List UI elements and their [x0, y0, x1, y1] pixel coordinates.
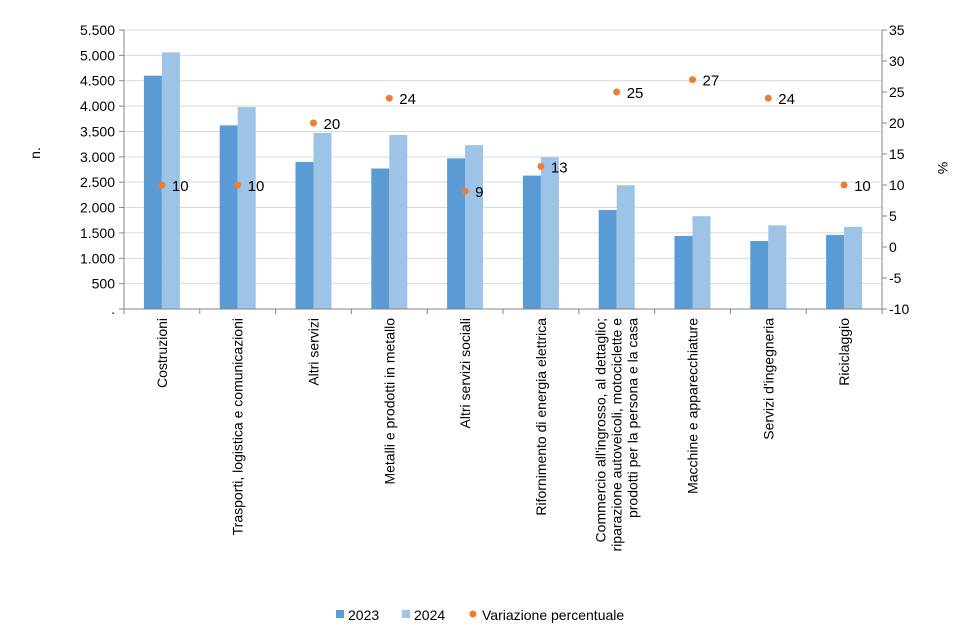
category-label: Rifornimento di energia elettrica — [533, 318, 549, 516]
legend-marker-percent — [469, 610, 477, 618]
y-tick-label: . — [111, 301, 115, 317]
y-tick-label: 500 — [92, 276, 116, 292]
legend: 2023 2024 Variazione percentuale — [336, 607, 624, 623]
category-label-line: Servizi d'ingegneria — [760, 318, 776, 440]
legend-label-2024: 2024 — [414, 607, 445, 623]
percent-data-label: 10 — [854, 178, 871, 195]
category-label: Altri servizi sociali — [457, 318, 473, 428]
legend-label-percent: Variazione percentuale — [482, 607, 624, 623]
y-tick-label: 2.000 — [80, 200, 115, 216]
percent-data-label: 13 — [551, 159, 568, 176]
percent-point — [764, 94, 772, 102]
bar-2024 — [161, 52, 180, 309]
category-label-line: Riciclaggio — [836, 318, 852, 386]
category-label-line: prodotti per la persona e la casa — [625, 318, 641, 518]
bar-2024 — [616, 185, 635, 309]
category-label-line: Costruzioni — [154, 318, 170, 388]
y-tick-label: 1.000 — [80, 250, 115, 266]
bar-2023 — [371, 168, 390, 309]
category-label: Altri servizi — [306, 318, 322, 386]
y-tick-label: 1.500 — [80, 225, 115, 241]
y-tick-label: 2.500 — [80, 174, 115, 190]
percent-point — [689, 76, 696, 84]
category-label-line: Commercio all'ingrosso, al dettaglio; — [593, 318, 609, 542]
percent-point — [385, 94, 393, 102]
y-tick-label: 5.500 — [80, 22, 115, 38]
category-label-line: Rifornimento di energia elettrica — [533, 318, 549, 516]
percent-point — [310, 119, 317, 127]
category-label: Costruzioni — [154, 318, 170, 388]
y-tick-label: 4.000 — [80, 98, 115, 114]
bar-2023 — [447, 158, 466, 309]
y2-tick-label: 35 — [889, 22, 905, 38]
y-tick-label: 4.500 — [80, 73, 115, 89]
y2-tick-label: 0 — [889, 239, 897, 255]
category-label: Riciclaggio — [836, 318, 852, 386]
y2-axis-label: % — [935, 162, 951, 174]
category-label-line: Trasporti, logistica e comunicazioni — [230, 318, 246, 535]
legend-swatch-2023 — [336, 610, 344, 618]
y2-tick-label: 5 — [889, 208, 897, 224]
percent-data-label: 10 — [172, 178, 189, 195]
bar-2023 — [826, 234, 845, 309]
percent-point — [461, 187, 469, 195]
bar-2024 — [465, 145, 484, 309]
percent-point — [840, 181, 848, 189]
percent-point — [158, 181, 166, 189]
category-label: Trasporti, logistica e comunicazioni — [230, 318, 246, 535]
percent-point — [537, 162, 545, 170]
bar-2024 — [313, 132, 332, 309]
category-label: Macchine e apparecchiature — [685, 318, 701, 494]
legend-label-2023: 2023 — [348, 607, 379, 623]
tick-labels: 5.5005.0004.5004.0003.5003.0002.5002.000… — [80, 22, 909, 317]
bar-2024 — [768, 225, 787, 309]
category-label: Commercio all'ingrosso, al dettaglio; rip… — [593, 318, 641, 552]
percent-data-label: 20 — [324, 116, 341, 133]
bar-2024 — [692, 216, 711, 309]
bar-2023 — [295, 161, 314, 309]
percent-data-label: 10 — [248, 178, 265, 195]
category-labels: Costruzioni Trasporti, logistica e comuni… — [154, 318, 852, 552]
category-label-line: Metalli e prodotti in metallo — [381, 318, 397, 485]
bar-2023 — [219, 125, 238, 309]
category-label-line: Altri servizi — [306, 318, 322, 386]
bar-2023 — [674, 235, 693, 309]
category-label: Servizi d'ingegneria — [760, 318, 776, 440]
bar-2023 — [143, 75, 162, 310]
category-label-line: riparazione autoveicoli, motociclette e — [609, 318, 625, 552]
y-tick-label: 3.000 — [80, 149, 115, 165]
bar-2024 — [389, 135, 408, 309]
y-tick-label: 3.500 — [80, 123, 115, 139]
percent-data-label: 24 — [778, 91, 795, 108]
percent-data-label: 24 — [399, 91, 416, 108]
y-axis-label: n. — [27, 147, 43, 159]
bar-2024 — [237, 107, 256, 309]
percent-data-label: 27 — [703, 73, 720, 90]
percent-points: 10 10 20 24 9 13 25 27 24 10 — [158, 73, 871, 201]
y2-tick-label: 20 — [889, 115, 905, 131]
category-label-line: Altri servizi sociali — [457, 318, 473, 428]
percent-data-label: 9 — [475, 184, 483, 201]
y2-tick-label: -10 — [889, 301, 909, 317]
y2-tick-label: 10 — [889, 177, 905, 193]
y2-tick-label: 25 — [889, 84, 905, 100]
category-label-line: Macchine e apparecchiature — [685, 318, 701, 494]
percent-point — [234, 181, 242, 189]
bar-series — [143, 52, 863, 310]
bar-2023 — [750, 241, 769, 309]
y2-tick-label: 30 — [889, 53, 905, 69]
bar-2023 — [522, 175, 541, 309]
bar-2023 — [598, 210, 617, 309]
legend-swatch-2024 — [402, 610, 410, 618]
percent-data-label: 25 — [627, 85, 644, 102]
percent-point — [613, 88, 621, 96]
axes — [119, 29, 887, 314]
bar-2024 — [540, 157, 559, 309]
y2-tick-label: 15 — [889, 146, 905, 162]
y2-tick-label: -5 — [889, 270, 902, 286]
y-tick-label: 5.000 — [80, 47, 115, 63]
category-label: Metalli e prodotti in metallo — [381, 318, 397, 485]
bar-2024 — [844, 226, 863, 309]
